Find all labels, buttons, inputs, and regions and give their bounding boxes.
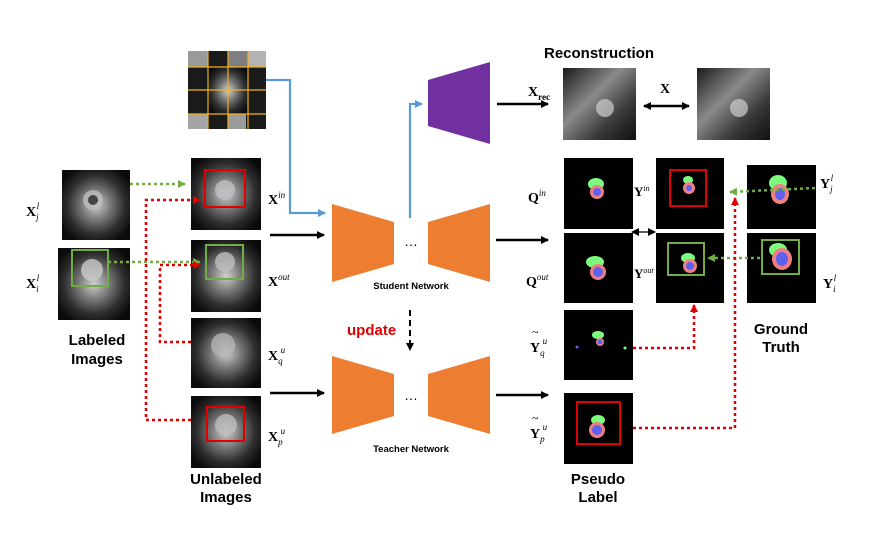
crop-box-green xyxy=(667,242,705,276)
reconstruction-heading: Reconstruction xyxy=(544,45,654,62)
seg-y-in xyxy=(656,158,724,229)
symbol-x-p-u: Xpu xyxy=(268,426,286,447)
symbol-y-q-u-tilde: ~ xyxy=(532,325,539,339)
labeled-images-heading-line1: Labeled xyxy=(69,332,126,349)
symbol-y-j-l: Yjl xyxy=(820,173,834,194)
symbol-x-in: Xin xyxy=(268,190,286,208)
labeled-image-j xyxy=(62,170,130,240)
seg-y-j-l xyxy=(747,165,816,229)
unlabeled-images-heading-line1: Unlabeled xyxy=(190,471,262,488)
teacher-network xyxy=(332,356,490,434)
seg-pseudo-q xyxy=(564,310,633,380)
teacher-ellipsis: … xyxy=(404,387,418,403)
crop-box-red xyxy=(206,406,245,442)
symbol-y-in: Yin xyxy=(634,184,650,199)
symbol-x-out: Xout xyxy=(268,272,290,290)
image-x-q-u xyxy=(191,318,261,388)
seg-pseudo-p xyxy=(564,393,633,464)
symbol-y-out: Yout xyxy=(634,266,654,281)
symbol-q-out: Qout xyxy=(526,272,549,290)
image-x-out xyxy=(191,240,261,312)
symbol-y-i-l: Yil xyxy=(823,273,837,294)
symbol-y-p-u-tilde: ~ xyxy=(532,411,539,425)
crop-box-red xyxy=(204,169,246,208)
image-x-in xyxy=(191,158,261,230)
crop-box-red xyxy=(576,401,621,445)
symbol-x: X xyxy=(660,82,670,97)
image-x-rec xyxy=(563,68,636,140)
pseudo-label-heading-line2: Label xyxy=(578,489,617,506)
seg-y-out xyxy=(656,233,724,303)
teacher-encoder xyxy=(332,356,394,434)
labeled-image-i xyxy=(58,248,130,320)
update-label: update xyxy=(347,322,396,339)
symbol-x-j-l: Xjl xyxy=(26,201,40,222)
symbol-y-p-u: Ypu xyxy=(530,422,548,444)
image-x-p-u xyxy=(191,396,261,468)
seg-y-i-l xyxy=(747,233,816,303)
student-decoder xyxy=(428,204,490,282)
pseudo-label-heading-line1: Pseudo xyxy=(571,471,625,488)
shuffled-patch-image xyxy=(188,51,266,129)
student-network-label: Student Network xyxy=(373,281,449,292)
labeled-images-heading-line2: Images xyxy=(71,351,123,368)
ground-truth-heading-line2: Truth xyxy=(762,339,800,356)
symbol-x-i-l: Xil xyxy=(26,273,40,294)
symbol-q-in: Qin xyxy=(528,188,546,206)
arrow-red-xq-to-xout xyxy=(158,261,201,344)
symbol-y-q-u: Yqu xyxy=(530,336,548,358)
crop-box-green xyxy=(761,239,800,275)
reconstruction-decoder xyxy=(428,62,490,144)
unlabeled-images-heading-line2: Images xyxy=(200,489,252,506)
ground-truth-heading-line1: Ground xyxy=(754,321,808,338)
seg-q-in xyxy=(564,158,633,229)
seg-q-out xyxy=(564,233,633,303)
arrow-patches-to-student xyxy=(266,78,326,217)
arrow-red-pseudo-q-to-yout xyxy=(633,304,698,350)
image-x-target xyxy=(697,68,770,140)
student-encoder xyxy=(332,204,394,282)
symbol-x-rec: Xrec xyxy=(528,85,550,102)
arrow-student-to-reconstruction xyxy=(408,100,423,218)
crop-box-green xyxy=(205,244,244,280)
arrow-green-yj-to-yin xyxy=(729,186,816,196)
arrow-red-pseudo-p-to-yin xyxy=(633,197,739,430)
student-network xyxy=(332,204,490,282)
crop-box-red xyxy=(669,169,707,207)
teacher-network-label: Teacher Network xyxy=(373,444,450,455)
student-ellipsis: … xyxy=(404,233,418,249)
crop-box-green xyxy=(71,249,109,287)
symbol-x-q-u: Xqu xyxy=(268,345,286,366)
teacher-decoder xyxy=(428,356,490,434)
